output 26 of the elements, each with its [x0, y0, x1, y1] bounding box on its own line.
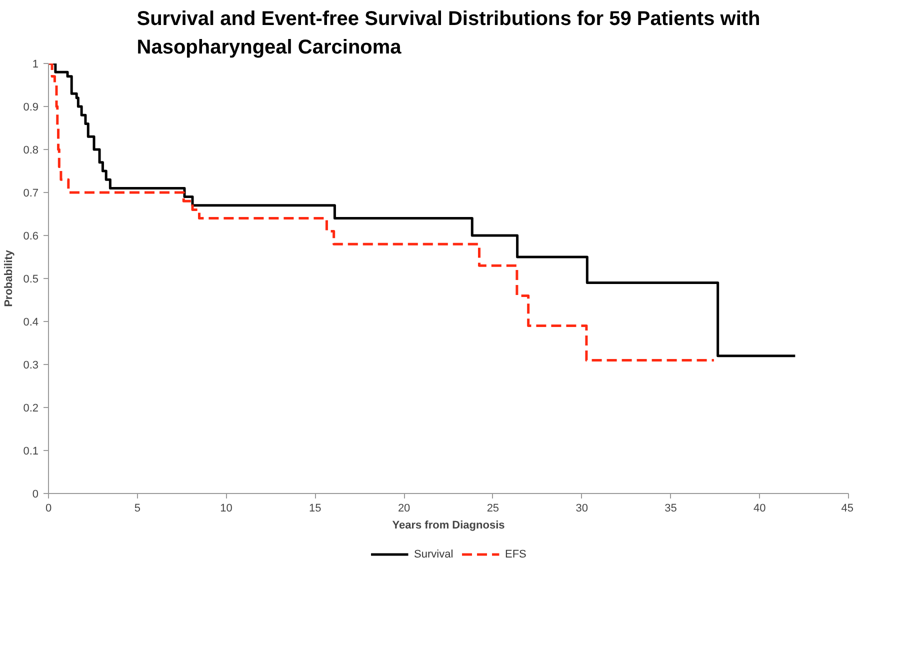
legend-label: Survival	[414, 548, 454, 560]
x-tick-label: 45	[841, 502, 854, 514]
x-tick-label: 10	[220, 502, 232, 514]
x-tick-label: 25	[486, 502, 500, 514]
y-tick-label: 0.6	[23, 230, 39, 242]
x-axis-title: Years from Diagnosis	[392, 520, 505, 532]
y-tick-label: 1	[32, 58, 39, 70]
y-tick-label: 0	[32, 488, 39, 500]
y-tick-label: 0.7	[23, 188, 39, 200]
x-tick-label: 5	[134, 502, 140, 514]
y-tick-label: 0.4	[23, 316, 39, 328]
y-tick-label: 0.8	[23, 144, 39, 156]
x-tick-label: 15	[309, 502, 322, 514]
legend-label: EFS	[505, 548, 526, 560]
x-tick-label: 30	[576, 502, 588, 514]
y-tick-label: 0.5	[23, 274, 39, 286]
x-tick-label: 35	[664, 502, 677, 514]
x-tick-label: 40	[753, 502, 766, 514]
y-tick-label: 0.3	[23, 360, 39, 372]
chart-title: Survival and Event-free Survival Distributions for 59 Patients with Nasopharyngeal Carcinoma	[136, 8, 760, 58]
y-tick-label: 0.2	[23, 402, 39, 414]
y-tick-label: 0.9	[23, 102, 39, 114]
x-tick-label: 20	[398, 502, 410, 514]
y-tick-label: 0.1	[23, 446, 39, 458]
x-tick-label: 0	[45, 502, 52, 514]
y-axis-title: Probability	[3, 249, 16, 307]
